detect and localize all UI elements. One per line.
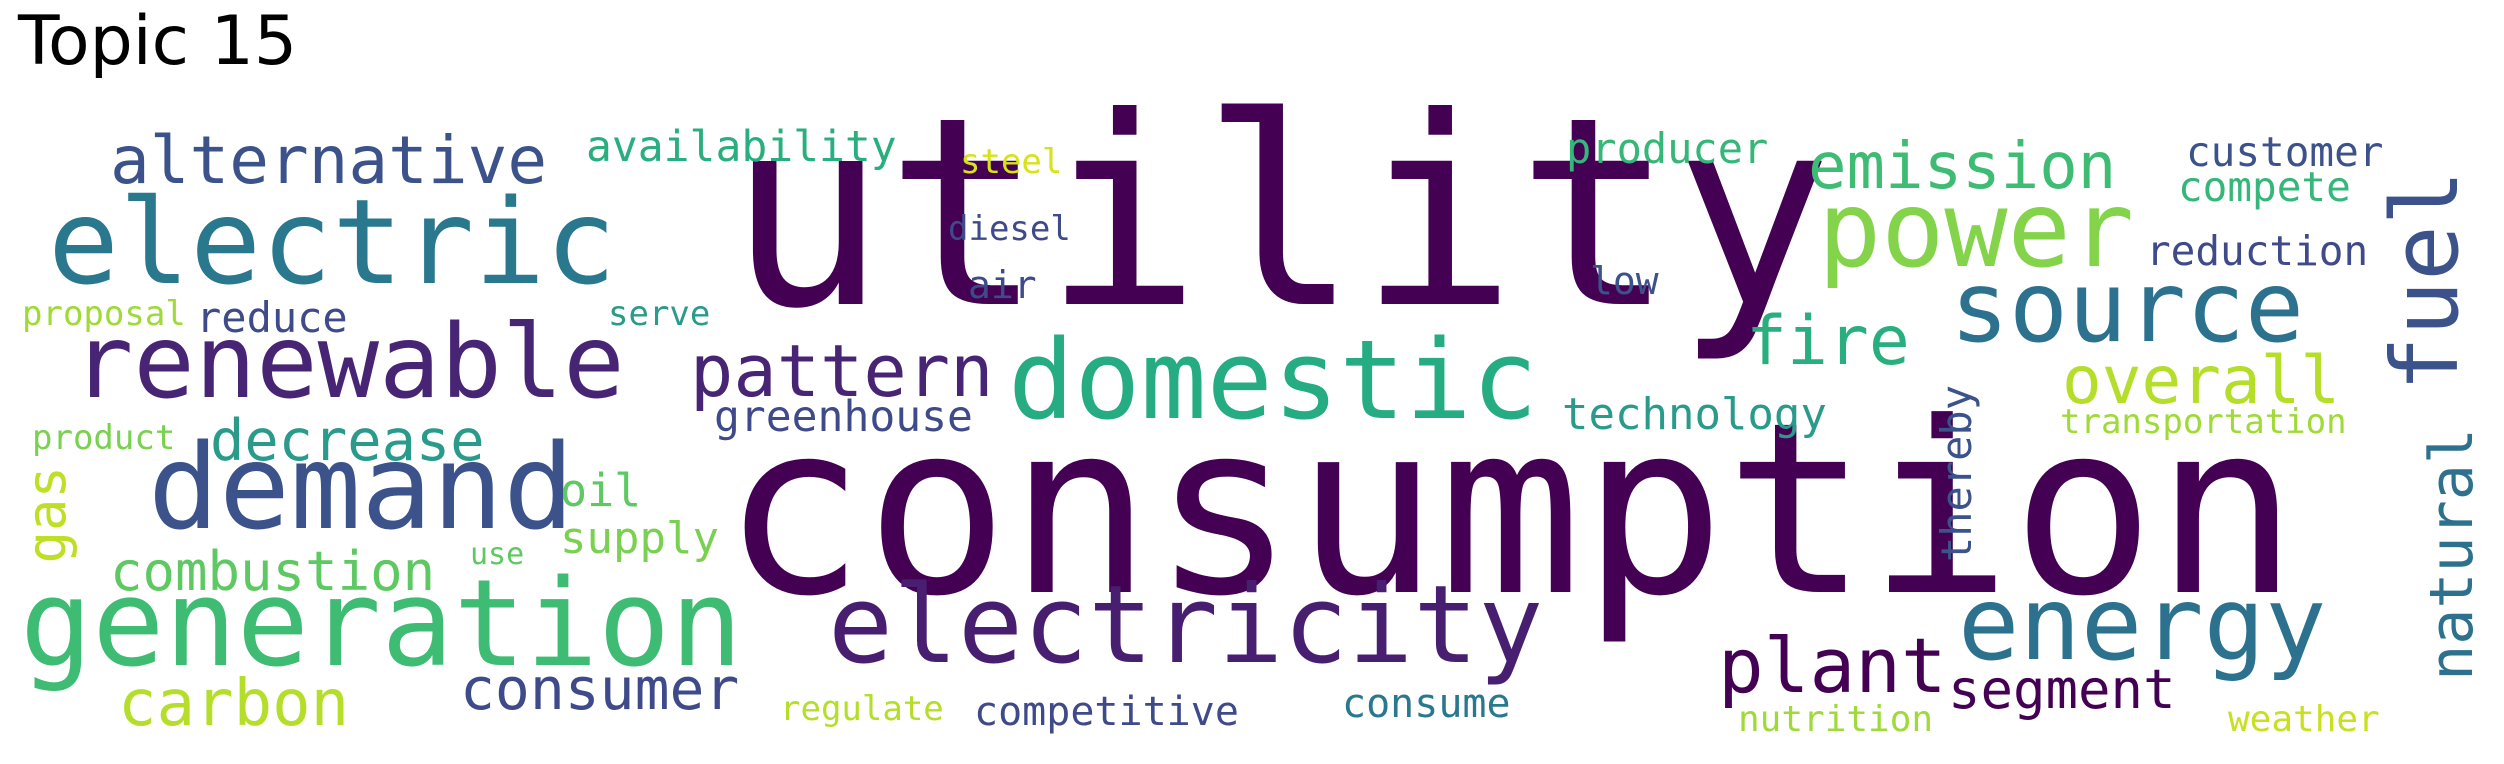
- word-gas: gas: [15, 466, 78, 564]
- word-supply: supply: [560, 513, 719, 564]
- word-emission: emission: [1808, 130, 2117, 204]
- word-customer: customer: [2186, 128, 2384, 176]
- word-natural: natural: [2417, 428, 2487, 681]
- word-source: source: [1950, 251, 2305, 365]
- word-carbon: carbon: [118, 667, 350, 741]
- word-energy: energy: [1958, 565, 2327, 684]
- word-demand: demand: [148, 418, 575, 556]
- word-proposal: proposal: [22, 294, 186, 334]
- word-steel: steel: [960, 142, 1063, 182]
- word-availability: availability: [586, 122, 897, 172]
- word-producer: producer: [1566, 124, 1769, 173]
- word-generation: generation: [20, 555, 743, 694]
- word-competitive: competitive: [974, 689, 1239, 735]
- word-segment: segment: [1948, 658, 2176, 721]
- word-serve: serve: [608, 294, 711, 334]
- word-technology: technology: [1562, 389, 1827, 440]
- word-regulate: regulate: [780, 689, 944, 729]
- word-combustion: combustion: [110, 540, 436, 603]
- word-domestic: domestic: [1008, 316, 1538, 444]
- word-reduce: reduce: [196, 293, 348, 342]
- page-title: Topic 15: [18, 2, 298, 81]
- word-diesel: diesel: [948, 209, 1071, 249]
- word-consumption: consumption: [722, 372, 2299, 649]
- word-power: power: [1818, 169, 2135, 291]
- word-nutrition: nutrition: [1738, 699, 1934, 740]
- word-pattern: pattern: [690, 329, 994, 413]
- word-consume: consume: [1342, 681, 1511, 727]
- word-air: air: [968, 263, 1037, 307]
- word-electric: electric: [48, 173, 617, 311]
- word-fuel: fuel: [2372, 170, 2479, 392]
- word-reduction: reduction: [2146, 227, 2369, 275]
- word-thereby: thereby: [1932, 385, 1981, 563]
- word-electricity: electricity: [828, 563, 1544, 688]
- word-weather: weather: [2228, 699, 2380, 740]
- word-overall: overall: [2062, 342, 2341, 419]
- word-utility: utility: [728, 61, 1833, 366]
- word-consumer: consumer: [460, 655, 740, 723]
- word-oil: oil: [560, 464, 642, 517]
- word-use: use: [470, 537, 525, 572]
- word-compete: compete: [2178, 163, 2351, 211]
- word-decrease: decrease: [210, 408, 485, 474]
- word-product: product: [32, 418, 176, 458]
- word-transportation: transportation: [2060, 402, 2347, 442]
- word-low: low: [1590, 259, 1659, 303]
- word-plant: plant: [1718, 621, 1947, 710]
- word-alternative: alternative: [110, 122, 548, 199]
- word-renewable: renewable: [72, 303, 625, 422]
- word-fire: fire: [1746, 302, 1910, 381]
- word-greenhouse: greenhouse: [714, 392, 973, 442]
